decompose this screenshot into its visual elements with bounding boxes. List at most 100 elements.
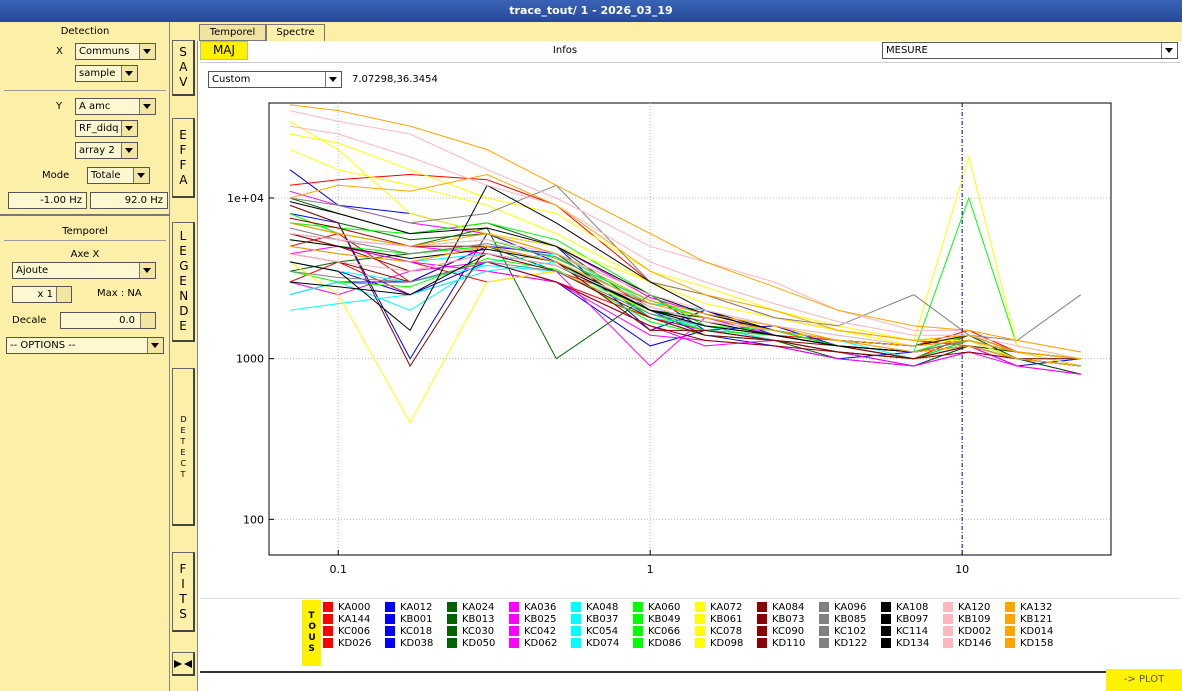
fmin-field[interactable]: -1.00 Hz [8, 192, 87, 209]
legend-item[interactable]: KC054 [571, 625, 618, 637]
legend-item[interactable]: KA048 [571, 601, 618, 613]
legend-item[interactable]: KA072 [695, 601, 742, 613]
legend-item[interactable]: KC066 [633, 625, 680, 637]
legend-item[interactable]: KC018 [385, 625, 432, 637]
legend-label: KC042 [524, 626, 556, 637]
legend-item[interactable]: KB073 [757, 613, 805, 625]
select-text: RF_didq [79, 123, 119, 134]
legend-label: KD134 [896, 638, 929, 649]
side-tab[interactable]: LEGENDE [172, 222, 195, 342]
legend-swatch [819, 602, 829, 612]
tab-active[interactable]: Spectre [266, 24, 325, 41]
legend-item[interactable]: KC042 [509, 625, 556, 637]
legend-swatch [757, 626, 767, 636]
legend-label: KC054 [586, 626, 618, 637]
legend-item[interactable]: KB061 [695, 613, 743, 625]
legend-item[interactable]: KD086 [633, 637, 681, 649]
mesure-select[interactable]: MESURE [882, 42, 1178, 59]
mode-select[interactable]: Totale [87, 167, 150, 184]
side-tab-text: LEGENDE [179, 229, 187, 334]
legend-item[interactable]: KA036 [509, 601, 556, 613]
select-text: A amc [79, 101, 110, 112]
legend-item[interactable]: KA012 [385, 601, 432, 613]
legend-item[interactable]: KC078 [695, 625, 742, 637]
legend-item[interactable]: KA060 [633, 601, 680, 613]
x-select[interactable]: Communs [75, 43, 156, 60]
legend-item[interactable]: KA096 [819, 601, 866, 613]
legend-item[interactable]: KC102 [819, 625, 866, 637]
side-tab-text: SAV [179, 45, 187, 90]
legend-item[interactable]: KD098 [695, 637, 743, 649]
legend-item[interactable]: KB049 [633, 613, 681, 625]
legend-item[interactable]: KB085 [819, 613, 867, 625]
x-tick-label: 1 [647, 563, 654, 576]
legend-swatch [881, 602, 891, 612]
legend-item[interactable]: KC006 [323, 625, 370, 637]
legend-item[interactable]: KD134 [881, 637, 929, 649]
legend-item[interactable]: KC114 [881, 625, 928, 637]
side-tab[interactable]: EFFA [172, 118, 195, 198]
side-tab[interactable]: DETECT [172, 368, 195, 526]
section-title: Temporel [0, 226, 170, 237]
legend-item[interactable]: KD146 [943, 637, 991, 649]
legend-item[interactable]: KA132 [1005, 601, 1052, 613]
legend-item[interactable]: KB121 [1005, 613, 1053, 625]
legend-item[interactable]: KC090 [757, 625, 804, 637]
y-select[interactable]: A amc [75, 98, 156, 115]
legend-item[interactable]: KD050 [447, 637, 495, 649]
separator [200, 598, 1180, 599]
legend-item[interactable]: KA000 [323, 601, 370, 613]
legend-item[interactable]: KD002 [943, 625, 991, 637]
legend-swatch [509, 626, 519, 636]
side-tab[interactable]: FITS [172, 552, 195, 632]
legend-label: KA024 [462, 602, 494, 613]
legend-item[interactable]: KD074 [571, 637, 619, 649]
collapse-button[interactable] [172, 652, 195, 676]
legend-item[interactable]: KB037 [571, 613, 619, 625]
select-text: -- OPTIONS -- [10, 340, 75, 351]
legend-swatch [571, 614, 581, 624]
legend-item[interactable]: KB097 [881, 613, 929, 625]
select-text: Ajoute [16, 265, 48, 276]
legend-item[interactable]: KD026 [323, 637, 371, 649]
side-tab-text: EFFA [179, 128, 187, 188]
decale-spin[interactable]: 0.0 [60, 312, 156, 329]
legend-item[interactable]: KB001 [385, 613, 433, 625]
legend-item[interactable]: KB109 [943, 613, 991, 625]
tous-button[interactable]: TOUS [302, 600, 321, 666]
y-select2[interactable]: RF_didq [75, 120, 138, 137]
legend-item[interactable]: KA024 [447, 601, 494, 613]
axe-label: Axe X [0, 249, 170, 260]
legend-swatch [881, 614, 891, 624]
legend-item[interactable]: KD122 [819, 637, 867, 649]
legend-item[interactable]: KA120 [943, 601, 990, 613]
legend-label: KC078 [710, 626, 742, 637]
legend-item[interactable]: KA108 [881, 601, 928, 613]
legend-item[interactable]: KD110 [757, 637, 805, 649]
legend-swatch [943, 638, 953, 648]
plot-button[interactable]: -> PLOT [1106, 669, 1182, 691]
legend-item[interactable]: KB025 [509, 613, 557, 625]
legend-item[interactable]: KA144 [323, 613, 370, 625]
maj-button[interactable]: MAJ [200, 41, 248, 60]
x-select2[interactable]: sample [75, 65, 138, 82]
fmax-field[interactable]: 92.0 Hz [90, 192, 168, 209]
legend-item[interactable]: KD062 [509, 637, 557, 649]
axe-select[interactable]: Ajoute [12, 262, 156, 279]
side-tab[interactable]: SAV [172, 40, 195, 96]
legend-swatch [509, 638, 519, 648]
scale-spin[interactable]: x 1 [12, 286, 72, 303]
legend-item[interactable]: KC030 [447, 625, 494, 637]
y-select3[interactable]: array 2 [75, 142, 138, 159]
legend-item[interactable]: KD014 [1005, 625, 1053, 637]
legend-item[interactable]: KA084 [757, 601, 804, 613]
legend-label: KB109 [958, 614, 991, 625]
legend-item[interactable]: KD038 [385, 637, 433, 649]
tab[interactable]: Temporel [199, 24, 266, 41]
legend-item[interactable]: KB013 [447, 613, 495, 625]
options-select[interactable]: -- OPTIONS -- [6, 337, 164, 354]
command-input[interactable] [200, 671, 1106, 691]
section-title: Detection [0, 26, 170, 37]
legend-item[interactable]: KD158 [1005, 637, 1053, 649]
legend-label: KC018 [400, 626, 432, 637]
